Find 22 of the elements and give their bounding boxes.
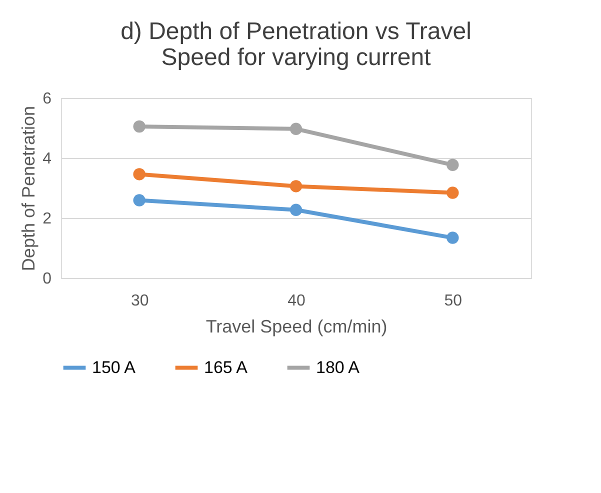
y-tick-label: 2 (42, 210, 52, 228)
chart-title: d) Depth of Penetration vs Travel Speed for varying current (120, 18, 472, 71)
y-tick-label: 0 (42, 270, 52, 288)
y-tick-label: 4 (42, 150, 52, 168)
point (446, 186, 459, 199)
point (446, 158, 459, 172)
point (133, 168, 146, 180)
point (290, 180, 302, 192)
legend-label: 165 A (204, 358, 248, 377)
x-tick-label: 50 (444, 292, 462, 310)
point (133, 194, 146, 206)
point (290, 122, 302, 136)
point (446, 232, 459, 244)
legend-label: 180 A (316, 358, 360, 377)
point (290, 204, 302, 216)
x-tick-label: 40 (288, 292, 306, 310)
x-tick-label: 30 (130, 292, 149, 310)
x-axis-title: Travel Speed (cm/min) (206, 316, 388, 336)
legend-label: 150 A (92, 358, 136, 377)
y-tick-label: 6 (42, 90, 52, 108)
y-axis-title: Depth of Penetration (18, 106, 39, 272)
point (133, 120, 146, 133)
